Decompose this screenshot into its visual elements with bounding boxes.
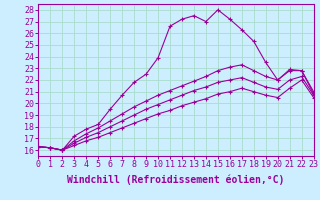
X-axis label: Windchill (Refroidissement éolien,°C): Windchill (Refroidissement éolien,°C): [67, 175, 285, 185]
